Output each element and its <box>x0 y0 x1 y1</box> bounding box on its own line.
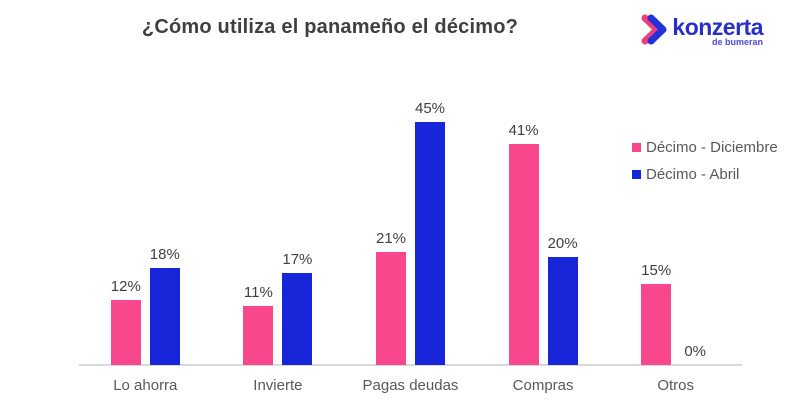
logo-subtext: de bumeran <box>711 37 763 47</box>
value-label: 18% <box>149 245 180 263</box>
legend-swatch-diciembre <box>632 143 641 152</box>
value-label: 0% <box>684 343 707 360</box>
value-label: 11% <box>243 283 273 301</box>
legend: Décimo - Diciembre Décimo - Abril <box>632 139 778 193</box>
legend-label-abril: Décimo - Abril <box>646 166 740 183</box>
value-label: 20% <box>547 235 578 252</box>
category-label: Compras <box>512 377 574 394</box>
bar <box>149 267 180 365</box>
category-label: Pagas deudas <box>362 377 459 394</box>
bar <box>282 273 313 365</box>
bar <box>243 305 274 365</box>
category-label: Lo ahorra <box>113 377 178 394</box>
value-label: 45% <box>414 100 446 117</box>
bar <box>376 251 406 365</box>
logo-text-block: konzerta de bumeran <box>672 14 763 47</box>
logo-brand: konzerta <box>672 14 763 40</box>
legend-item-diciembre: Décimo - Diciembre <box>632 139 778 156</box>
category-label: Invierte <box>253 377 303 394</box>
legend-label-diciembre: Décimo - Diciembre <box>646 139 778 156</box>
konzerta-chevron-icon <box>641 14 667 45</box>
value-label: 15% <box>641 262 672 279</box>
bar <box>415 122 445 365</box>
value-label: 17% <box>282 251 313 269</box>
legend-item-abril: Décimo - Abril <box>632 166 778 183</box>
value-label: 41% <box>508 121 539 139</box>
value-label: 21% <box>375 229 407 247</box>
chart-title: ¿Cómo utiliza el panameño el décimo? <box>141 16 519 38</box>
category-label: Otros <box>657 377 695 394</box>
value-label: 12% <box>110 278 141 296</box>
legend-swatch-abril <box>632 170 641 179</box>
bar <box>547 257 578 365</box>
bar <box>508 143 539 365</box>
x-axis-line <box>79 364 742 366</box>
bar <box>641 284 672 365</box>
konzerta-logo: konzerta de bumeran <box>641 14 763 47</box>
bar <box>110 300 141 365</box>
